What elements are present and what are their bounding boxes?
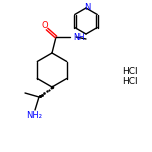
Text: NH: NH: [73, 33, 85, 41]
Text: O: O: [42, 21, 48, 31]
Text: HCl: HCl: [122, 67, 138, 76]
Text: NH₂: NH₂: [26, 111, 42, 119]
Text: N: N: [84, 2, 90, 12]
Text: HCl: HCl: [122, 78, 138, 86]
